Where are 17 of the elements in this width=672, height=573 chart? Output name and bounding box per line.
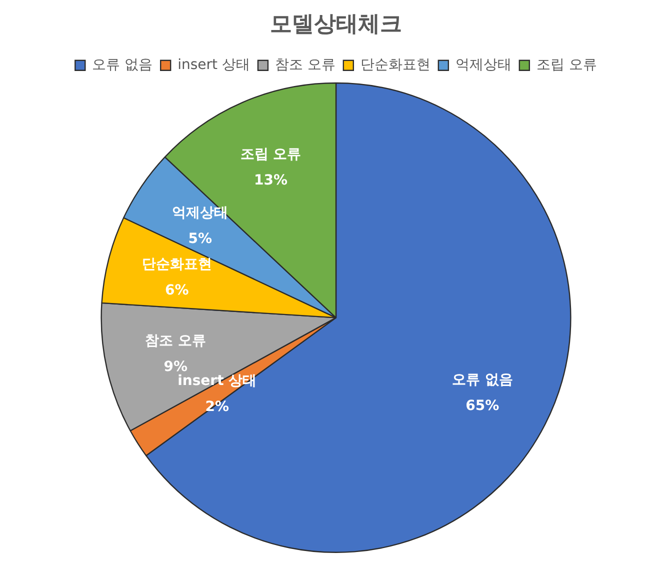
slice-label: 참조 오류 [145, 333, 206, 350]
data-label: 65% [466, 398, 500, 414]
slice-label: 조립 오류 [240, 146, 302, 163]
slice-label: 오류 없음 [452, 372, 513, 388]
slice-label: 단순화표현 [142, 256, 212, 272]
data-label: 6% [164, 282, 189, 298]
data-label: 13% [254, 172, 288, 189]
data-label: 5% [188, 230, 212, 247]
legend-label: 억제상태 [455, 57, 512, 74]
legend-label: insert 상태 [178, 57, 250, 74]
data-label: 9% [164, 359, 188, 376]
slice-label: 억제상태 [172, 204, 228, 221]
chart-title: 모델상태체크 [270, 12, 402, 37]
legend-label: 조립 오류 [536, 57, 597, 74]
legend-label: 참조 오류 [274, 57, 336, 74]
legend-label: 단순화표현 [360, 57, 430, 74]
legend-label: 오류 없음 [92, 57, 153, 74]
